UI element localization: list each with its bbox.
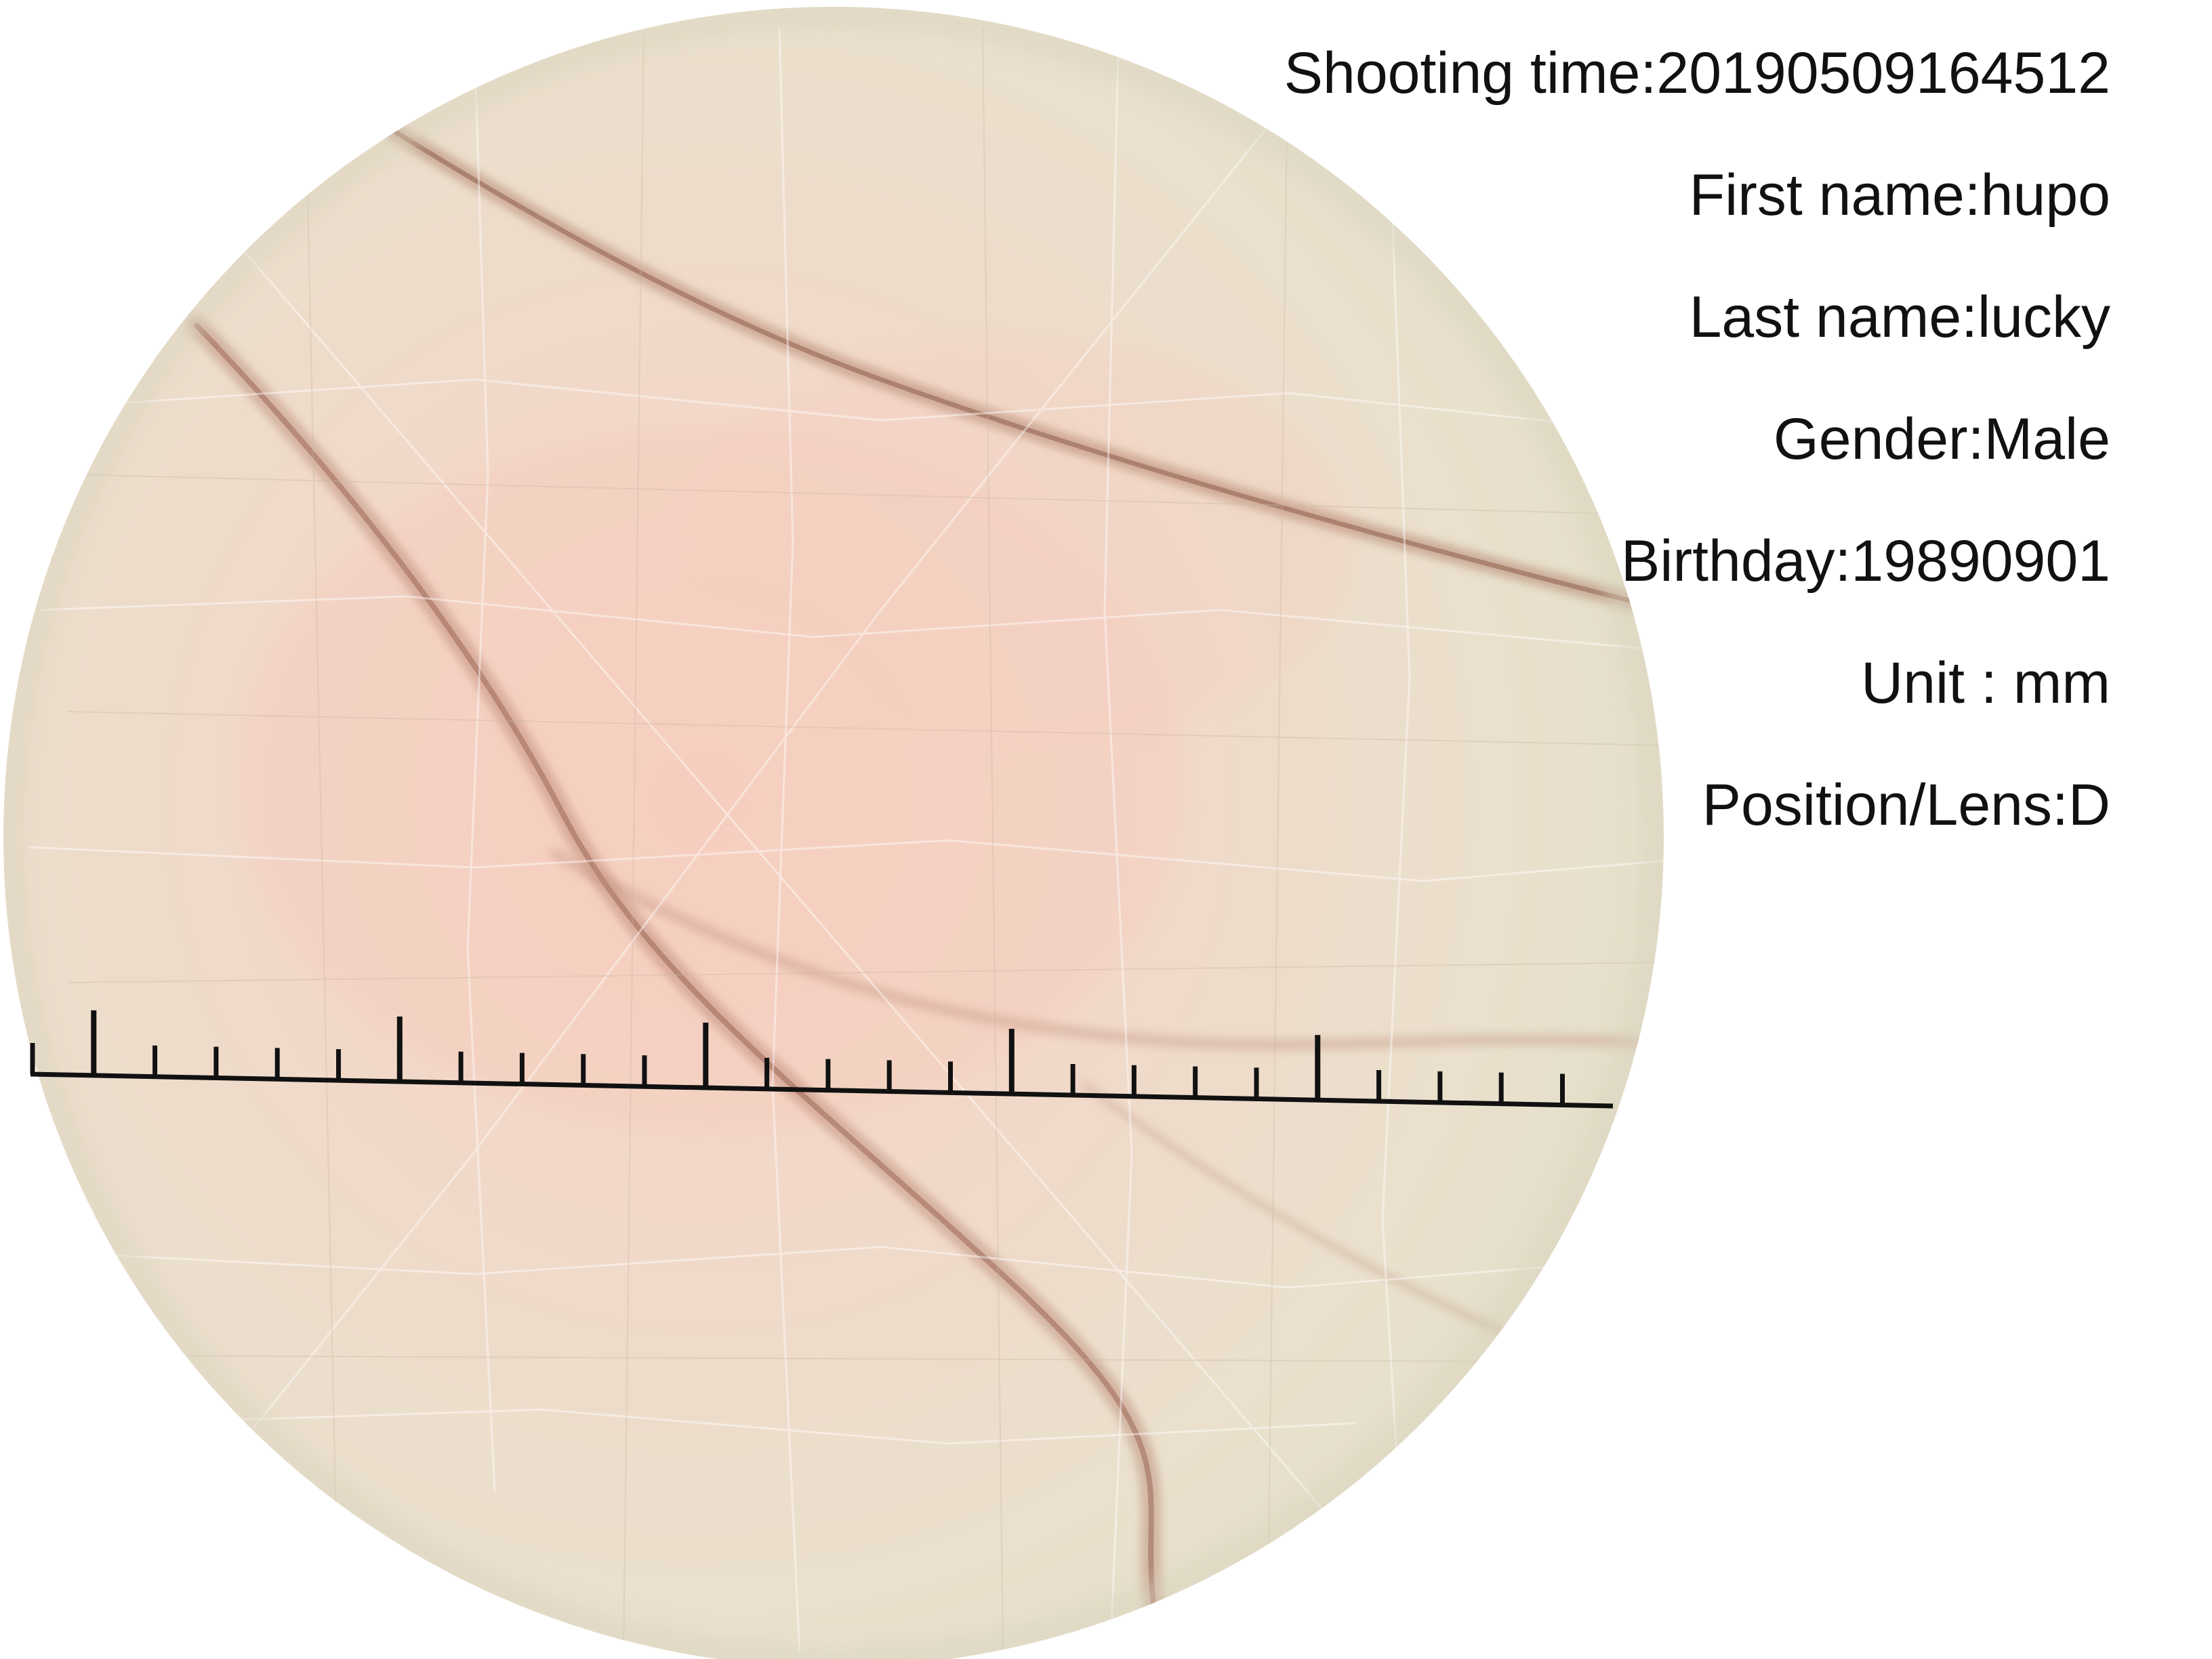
gender-label: Gender:Male <box>1773 407 2110 472</box>
last-name-label: Last name:lucky <box>1689 285 2110 350</box>
skin-texture-shadow <box>67 26 1664 1654</box>
image-info-panel: Shooting time:20190509164512 First name:… <box>1094 12 2110 866</box>
scale-bar-baseline <box>30 1071 1614 1109</box>
first-name-label: First name:hupo <box>1689 163 2110 228</box>
skin-texture <box>26 26 1664 1654</box>
skin-creases <box>186 113 1664 1659</box>
shooting-time-label: Shooting time:20190509164512 <box>1284 41 2110 106</box>
lens-vignette <box>3 7 1664 1659</box>
pink-flush <box>678 339 1355 745</box>
scale-bar <box>30 1010 1614 1109</box>
position-lens-label: Position/Lens:D <box>1702 773 2110 838</box>
birthday-label: Birthday:19890901 <box>1620 529 2110 594</box>
unit-label: Unit : mm <box>1861 651 2110 716</box>
